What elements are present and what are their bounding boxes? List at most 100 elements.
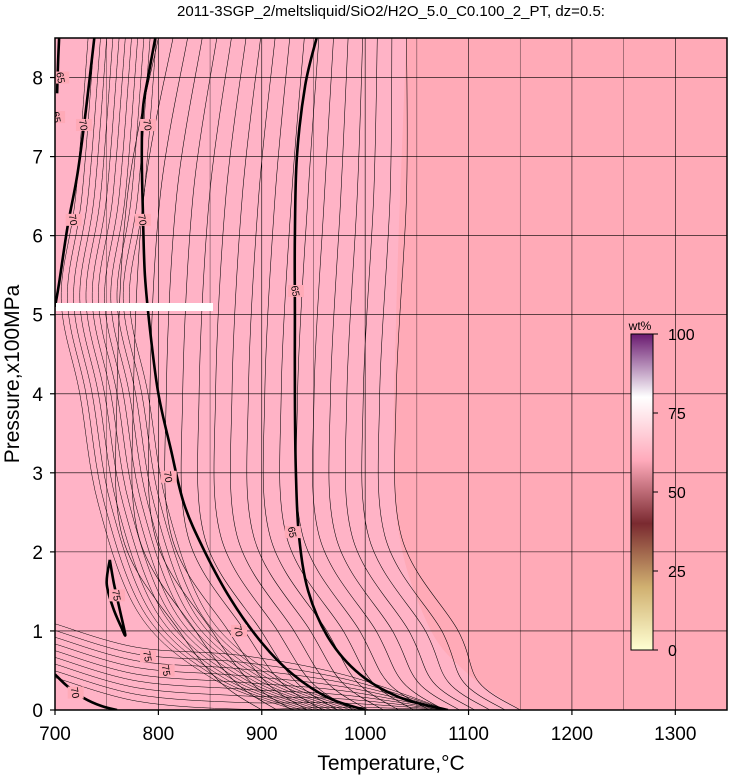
contour-label: 70 bbox=[68, 686, 81, 699]
y-tick-label: 0 bbox=[32, 701, 43, 722]
contour-label-box bbox=[284, 526, 301, 539]
contour-labels: 65 65 70 70 70 70 65 70 65 75 70 75 75 70 bbox=[49, 71, 304, 700]
y-tick-label: 3 bbox=[32, 464, 43, 485]
contour-label: 70 bbox=[161, 471, 174, 484]
colorbar-gradient bbox=[630, 333, 654, 651]
thin-contour-line bbox=[55, 663, 448, 710]
thin-contour-line bbox=[180, 38, 323, 710]
thin-contour-line bbox=[85, 38, 320, 710]
thin-contour-line bbox=[262, 38, 399, 710]
contour-label-box bbox=[55, 111, 66, 124]
y-tick-label: 1 bbox=[32, 622, 43, 643]
thin-contour-line bbox=[213, 38, 354, 710]
y-tick-label: 8 bbox=[32, 69, 43, 90]
x-tick-label: 1000 bbox=[344, 724, 386, 745]
contour-label-box bbox=[75, 118, 92, 131]
thin-contour-line bbox=[328, 38, 460, 710]
x-tick-label: 1300 bbox=[654, 724, 696, 745]
y-axis-label: Pressure,x100MPa bbox=[1, 284, 24, 463]
bold-contour-70 bbox=[140, 38, 366, 710]
y-tick-label: 6 bbox=[32, 227, 43, 248]
y-tick-label: 5 bbox=[32, 306, 43, 327]
colorbar-unit: wt% bbox=[628, 319, 652, 333]
thin-contour-line bbox=[377, 38, 506, 710]
thin-contour-line bbox=[55, 623, 448, 710]
x-tick-label: 1100 bbox=[448, 724, 489, 745]
contour-label: 75 bbox=[140, 650, 153, 663]
thin-contour-line bbox=[164, 38, 308, 710]
contour-label: 70 bbox=[140, 119, 153, 132]
thin-contour-line bbox=[55, 670, 448, 710]
contour-label: 75 bbox=[159, 664, 172, 677]
thin-contour-line bbox=[279, 38, 414, 710]
thin-contour-line bbox=[55, 650, 448, 710]
bold-contour-70 bbox=[55, 673, 118, 710]
contour-label-box bbox=[160, 470, 177, 483]
colorbar-tick-label: 25 bbox=[668, 564, 686, 581]
y-tick-label: 2 bbox=[32, 543, 43, 564]
bold-contour-70 bbox=[55, 38, 96, 308]
colorbar-tick-label: 75 bbox=[668, 406, 686, 423]
contour-label: 70 bbox=[135, 214, 148, 227]
contour-label-box bbox=[55, 71, 70, 84]
contour-label: 65 bbox=[285, 526, 298, 539]
thin-contour-line bbox=[110, 38, 345, 710]
contour-label-box bbox=[287, 284, 304, 297]
colorbar: wt% 0 25 50 75 100 bbox=[628, 319, 695, 660]
contour-label-box bbox=[67, 686, 84, 699]
thin-contour-line bbox=[230, 38, 369, 710]
y-tick-label: 7 bbox=[32, 148, 43, 169]
contour-label-box bbox=[109, 589, 126, 602]
contour-label: 70 bbox=[231, 625, 244, 638]
thin-contour-line bbox=[122, 38, 357, 710]
contour-label: 75 bbox=[109, 589, 122, 602]
bold-contour-65 bbox=[293, 38, 449, 710]
colorbar-tick-label: 50 bbox=[668, 485, 686, 502]
plot-area: 65 65 70 70 70 70 65 70 65 75 70 75 75 70 bbox=[49, 38, 727, 710]
y-tick-label: 4 bbox=[32, 385, 43, 406]
x-tick-label: 1200 bbox=[551, 724, 593, 745]
thin-contour-line bbox=[55, 637, 448, 710]
contour-label-box bbox=[158, 664, 175, 677]
thin-contour-line bbox=[79, 38, 314, 710]
thin-contour-line bbox=[55, 643, 448, 710]
contour-label-box bbox=[231, 624, 248, 637]
contour-label-box bbox=[134, 213, 151, 226]
thin-contour-line bbox=[98, 38, 333, 710]
thin-contour-line bbox=[361, 38, 490, 710]
x-tick-label: 700 bbox=[39, 724, 71, 745]
y-axis-ticks: 0 1 2 3 4 5 6 7 8 bbox=[32, 69, 55, 722]
x-tick-label: 900 bbox=[246, 724, 278, 745]
thin-contour-line bbox=[312, 38, 445, 710]
bold-contour-75 bbox=[105, 559, 127, 637]
thin-contour-line bbox=[116, 38, 351, 710]
thin-contour-line bbox=[147, 38, 293, 710]
bold-contour-lines bbox=[55, 38, 449, 710]
white-band-artifact bbox=[56, 303, 213, 311]
thin-contour-line bbox=[67, 38, 302, 710]
thin-contour-line bbox=[55, 677, 448, 710]
plot-frame bbox=[54, 37, 728, 711]
contour-label-box bbox=[65, 213, 82, 226]
thin-contour-line bbox=[344, 38, 475, 710]
thin-contour-line bbox=[394, 38, 521, 710]
colorbar-tick-label: 0 bbox=[668, 643, 677, 660]
thin-contour-line bbox=[55, 657, 448, 710]
contour-label: 70 bbox=[66, 214, 79, 227]
bold-contour-65 bbox=[55, 38, 61, 94]
colorbar-tick-label: 100 bbox=[668, 327, 695, 344]
x-axis-label: Temperature,°C bbox=[317, 752, 464, 775]
x-axis-ticks: 700 800 900 1000 1100 1200 1300 bbox=[39, 710, 696, 745]
contour-label-box bbox=[140, 650, 157, 663]
thin-contour-line bbox=[129, 38, 364, 710]
contour-label-box bbox=[140, 118, 157, 131]
thin-contour-line bbox=[197, 38, 338, 710]
contour-label: 70 bbox=[76, 119, 89, 132]
contour-label: 65 bbox=[49, 111, 62, 124]
thin-contour-line bbox=[73, 38, 308, 710]
colorbar-ticks: 0 25 50 75 100 bbox=[653, 327, 695, 660]
thin-contour-line bbox=[60, 38, 295, 710]
contour-label: 65 bbox=[288, 285, 301, 298]
grid-lines bbox=[55, 38, 727, 710]
